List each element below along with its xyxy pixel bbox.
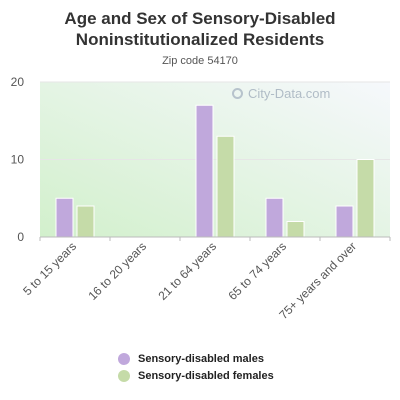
y-tick-label: 20 — [11, 75, 25, 89]
x-tick-label: 75+ years and over — [276, 239, 359, 322]
legend-item-females: Sensory-disabled females — [118, 367, 274, 384]
bar-males[interactable] — [335, 205, 354, 238]
search-icon — [232, 88, 243, 99]
legend-swatch-males — [118, 352, 130, 365]
bar-females[interactable] — [286, 221, 305, 238]
bar-males[interactable] — [265, 197, 284, 238]
watermark-text: City-Data.com — [248, 86, 331, 101]
bar-females[interactable] — [76, 205, 95, 238]
x-tick-label: 5 to 15 years — [20, 239, 79, 298]
chart-title: Age and Sex of Sensory-Disabled Noninstit… — [64, 9, 336, 49]
bar-males[interactable] — [55, 197, 74, 238]
y-tick-label: 10 — [11, 153, 25, 167]
legend-label-females: Sensory-disabled females — [138, 369, 274, 382]
x-tick-label: 16 to 20 years — [85, 239, 149, 303]
bar-males[interactable] — [195, 104, 214, 238]
x-tick-label: 21 to 64 years — [155, 239, 219, 303]
legend-swatch-females — [118, 369, 130, 382]
bar-females[interactable] — [356, 159, 375, 238]
legend-item-males: Sensory-disabled males — [118, 350, 274, 367]
bar-females[interactable] — [216, 135, 235, 238]
y-tick-label: 0 — [17, 230, 24, 244]
chart-subtitle: Zip code 54170 — [162, 55, 238, 67]
watermark: City-Data.com — [232, 86, 330, 101]
x-tick-label: 65 to 74 years — [225, 239, 289, 303]
legend: Sensory-disabled males Sensory-disabled … — [118, 350, 274, 384]
legend-label-males: Sensory-disabled males — [138, 352, 264, 365]
